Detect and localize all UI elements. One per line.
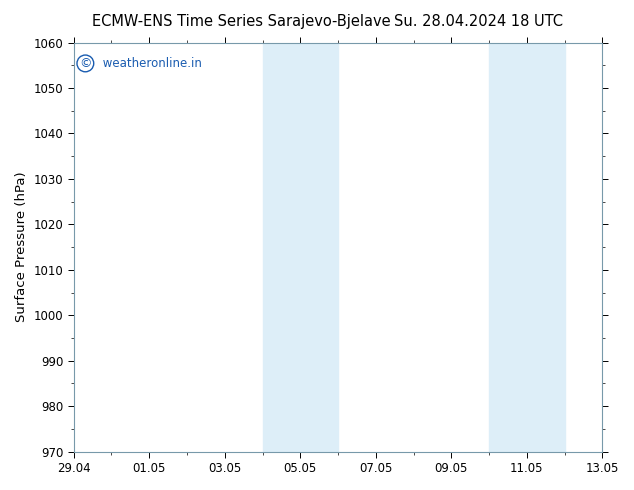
Y-axis label: Surface Pressure (hPa): Surface Pressure (hPa) — [15, 172, 28, 322]
Bar — [262, 43, 338, 452]
Text: Su. 28.04.2024 18 UTC: Su. 28.04.2024 18 UTC — [394, 14, 563, 29]
Text: weatheronline.in: weatheronline.in — [99, 57, 202, 70]
Text: ©: © — [79, 57, 91, 70]
Bar — [489, 43, 564, 452]
Text: ECMW-ENS Time Series Sarajevo-Bjelave: ECMW-ENS Time Series Sarajevo-Bjelave — [91, 14, 391, 29]
